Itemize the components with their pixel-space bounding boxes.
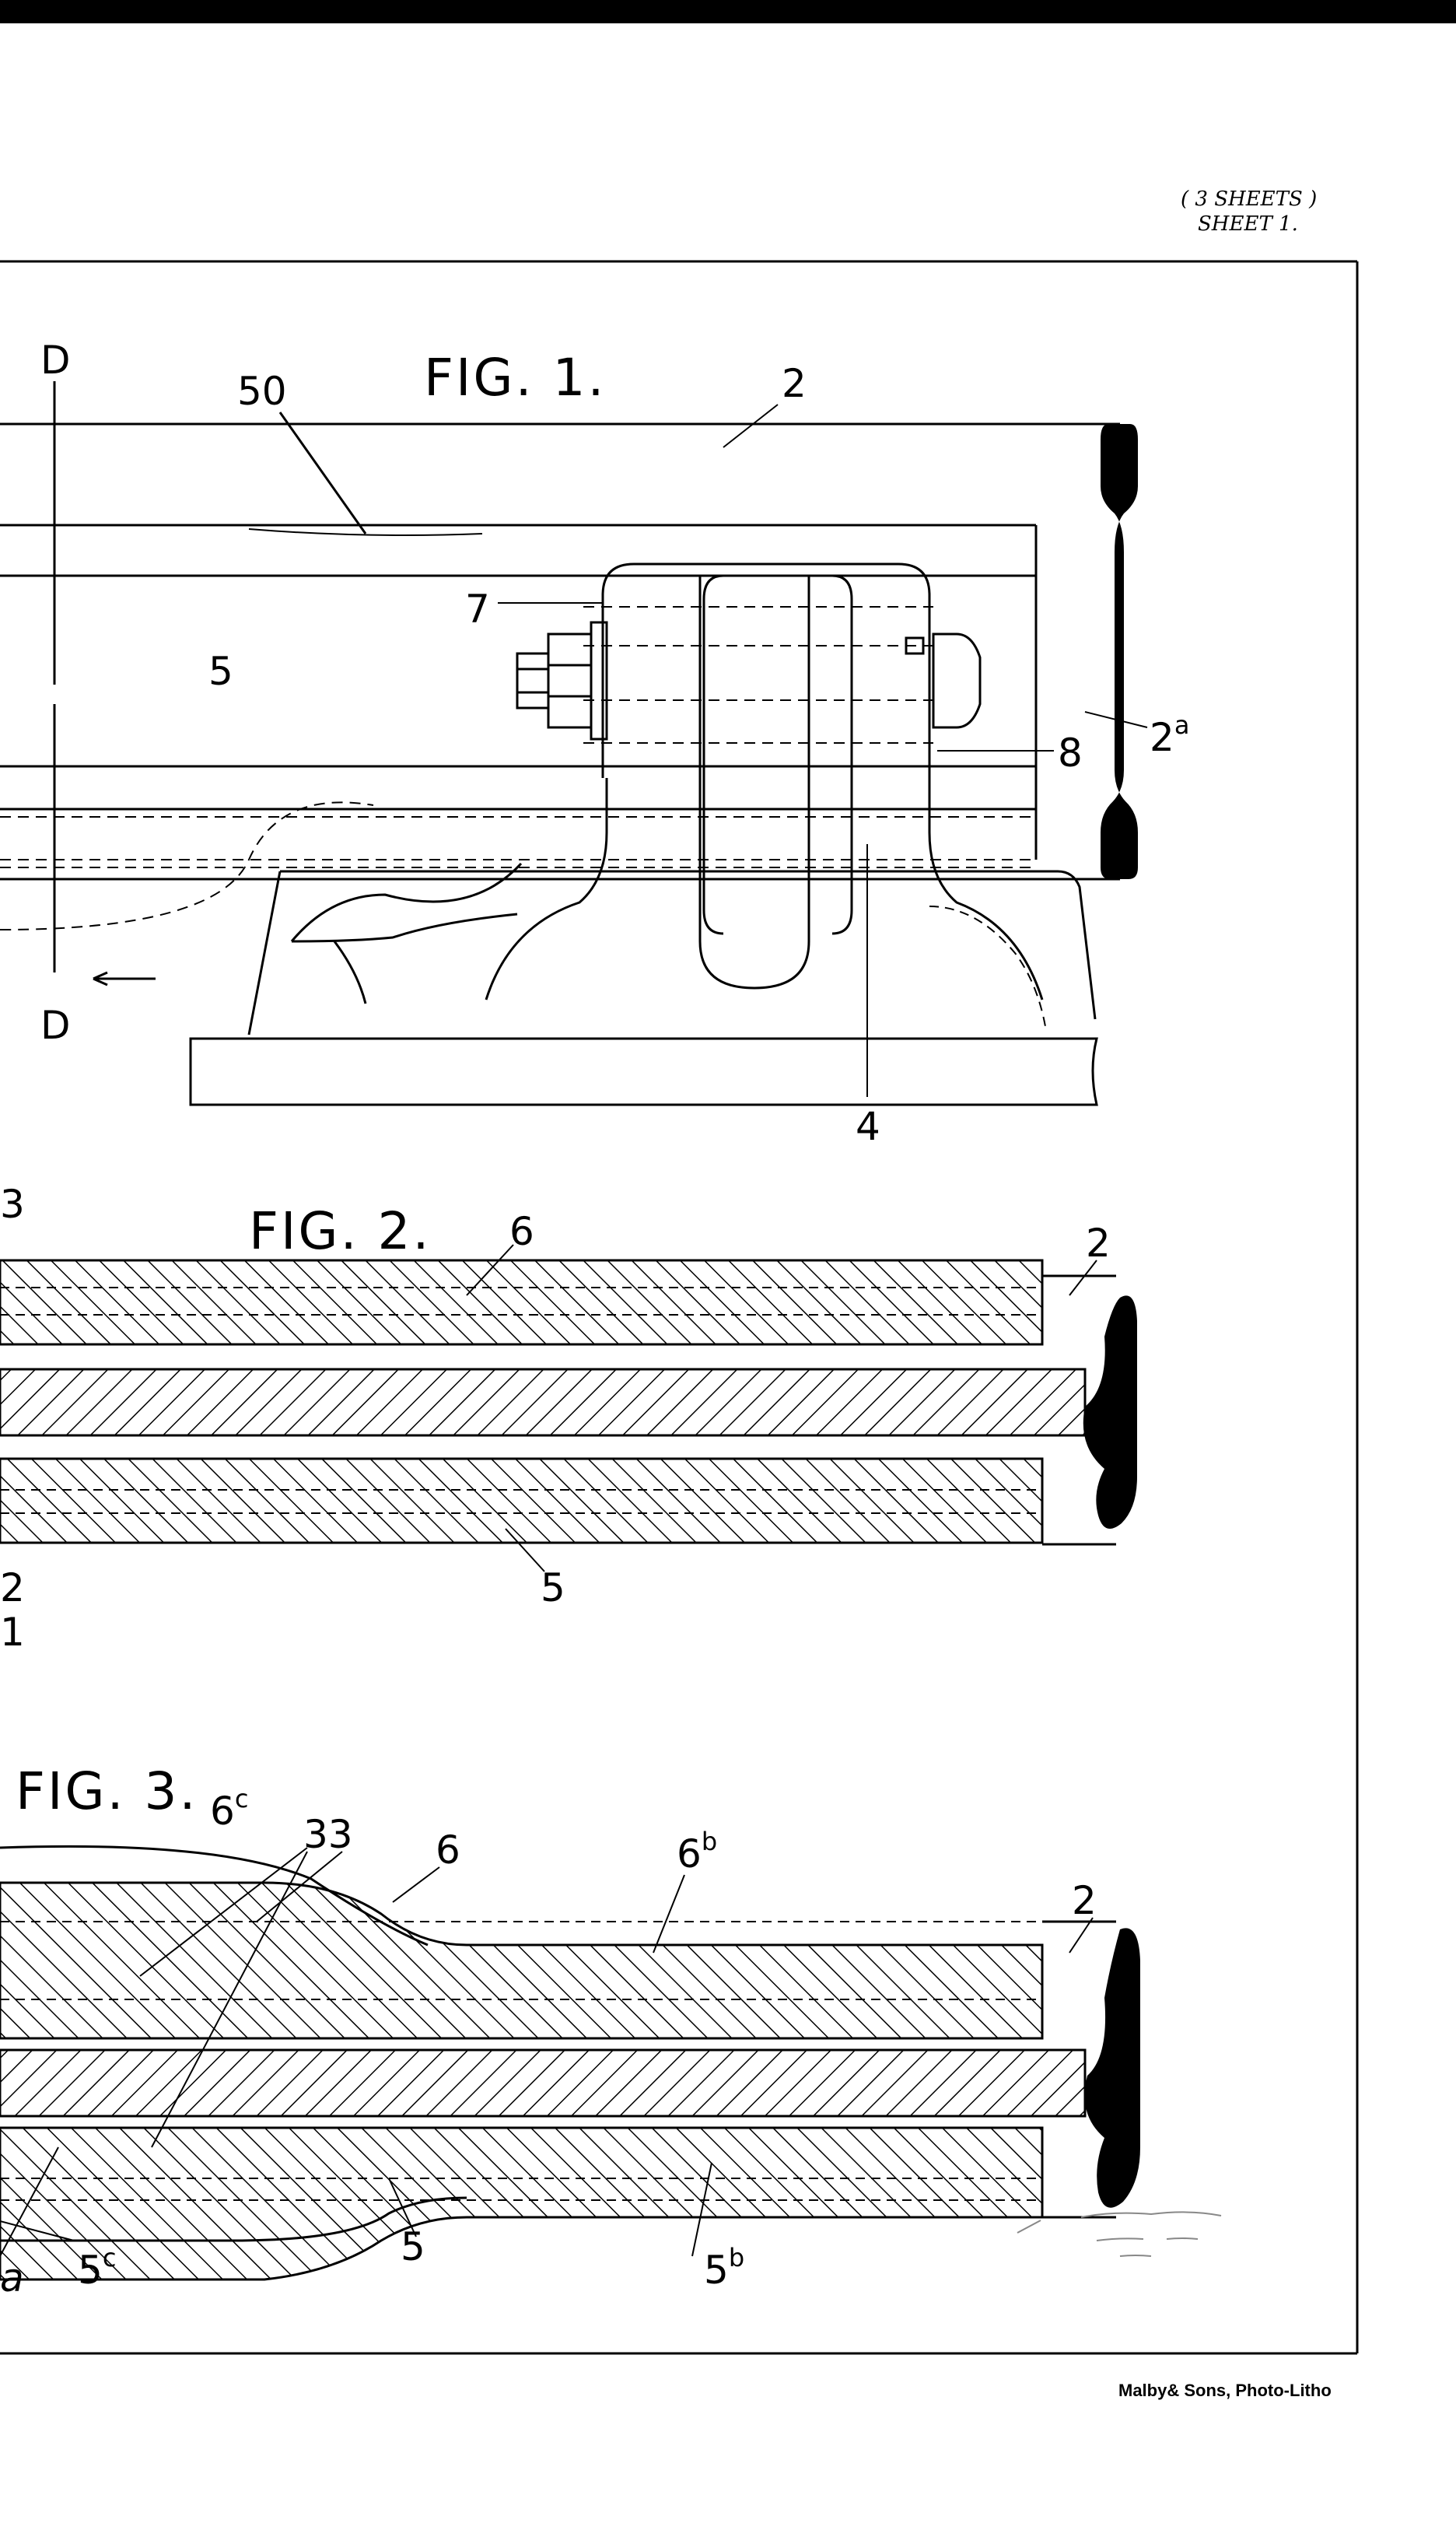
rail-end-2a (1101, 424, 1138, 879)
fig1-label-2a: 2a (1150, 710, 1189, 760)
figure-1: FIG. 1. D D (0, 338, 1189, 1149)
fig2-label-2: 2 (1086, 1221, 1111, 1266)
section-line-d (54, 381, 156, 985)
fig1-label-7: 7 (465, 587, 490, 632)
leader-2 (723, 405, 778, 447)
printer-credit: Malby& Sons, Photo-Litho (1118, 2381, 1332, 2400)
fig2-title: FIG. 2. (249, 1201, 432, 1261)
fig1-label-4: 4 (856, 1104, 880, 1149)
fig2-edge-label-3: 3 (0, 1182, 25, 1227)
bolt-7 (517, 622, 607, 739)
fig2-label-6: 6 (509, 1209, 534, 1254)
fig3-label-5b: 5b (704, 2243, 744, 2293)
fig2-bar-6 (0, 1260, 1042, 1344)
base-plate (191, 1039, 1097, 1105)
fig3-label-33: 33 (303, 1812, 353, 1857)
top-border-band (0, 0, 1456, 23)
fig1-label-8: 8 (1058, 731, 1083, 776)
fig1-label-2: 2 (782, 361, 807, 406)
fig2-bar-5 (0, 1459, 1042, 1543)
fig2-edge-label-1: 1 (0, 1610, 25, 1655)
figure-3: FIG. 3. (0, 1761, 1140, 2300)
fig1-label-5: 5 (208, 649, 233, 694)
figure-2: FIG. 2. 6 2 5 3 2 1 (0, 1182, 1137, 1655)
leader-50 (280, 412, 366, 534)
fig1-label-50: 50 (237, 369, 287, 414)
fig3-label-6c: 6c (210, 1784, 248, 1834)
sheet-number-text: SHEET 1. (1198, 212, 1298, 236)
fig2-label-5: 5 (541, 1565, 565, 1610)
fig3-label-6b: 6b (677, 1827, 717, 1876)
fig3-label-5c: 5c (78, 2243, 116, 2293)
fig3-label-5: 5 (401, 2224, 425, 2269)
fig3-bar-rail (0, 2050, 1085, 2116)
fig3-edge-label-a: a (0, 2255, 24, 2300)
fig3-rail-head (1084, 1928, 1140, 2207)
fig1-title: FIG. 1. (424, 348, 607, 408)
fig1-label-d-top: D (40, 338, 71, 383)
chair-4 (249, 564, 1095, 1035)
faded-stamp (1017, 2212, 1221, 2256)
fig3-title: FIG. 3. (16, 1761, 198, 1821)
fig3-label-2: 2 (1072, 1878, 1097, 1923)
fig2-rail-head (1083, 1295, 1137, 1529)
fig2-edge-label-2: 2 (0, 1565, 25, 1610)
fig3-label-6: 6 (436, 1827, 460, 1873)
bolt-8-head (906, 634, 980, 727)
sheets-count-text: ( 3 SHEETS ) (1181, 187, 1317, 211)
fig3-plate-6 (0, 1883, 1042, 2038)
fig2-bar-rail (0, 1369, 1085, 1435)
fig3-plate-5 (0, 2128, 1042, 2279)
fig1-label-d-bottom: D (40, 1003, 71, 1048)
rail-2 (0, 424, 1120, 879)
